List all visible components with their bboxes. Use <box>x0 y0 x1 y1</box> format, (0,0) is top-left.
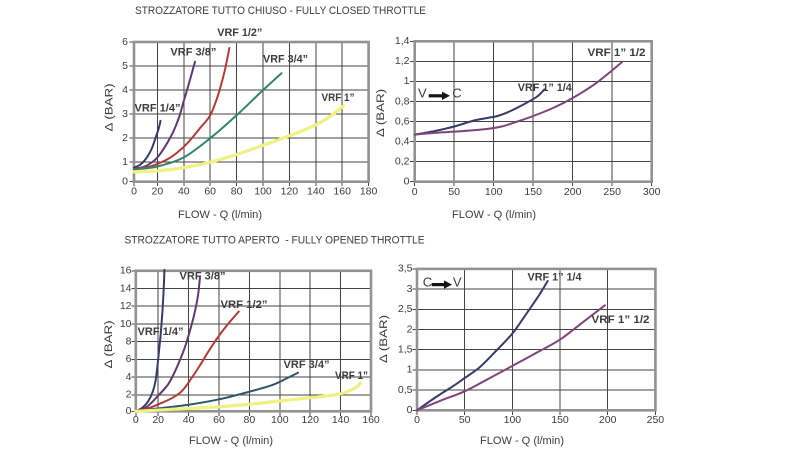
svg-text:10: 10 <box>120 318 132 330</box>
svg-text:FLOW - Q (l/min): FLOW - Q (l/min) <box>178 209 262 221</box>
svg-text:V: V <box>418 86 427 101</box>
svg-text:100: 100 <box>485 186 503 198</box>
svg-text:STROZZATORE TUTTO APERTO - FU: STROZZATORE TUTTO APERTO - FULLY OPENED … <box>125 234 425 246</box>
svg-text:200: 200 <box>599 414 617 426</box>
svg-text:6: 6 <box>122 36 128 48</box>
svg-text:80: 80 <box>231 185 243 197</box>
svg-text:12: 12 <box>120 300 132 312</box>
svg-text:VRF 1/2”: VRF 1/2” <box>217 27 262 39</box>
svg-text:FLOW - Q (l/min): FLOW - Q (l/min) <box>189 435 273 447</box>
svg-text:140: 140 <box>332 414 350 426</box>
svg-text:0,6: 0,6 <box>395 115 410 127</box>
svg-text:1,4: 1,4 <box>395 35 410 47</box>
svg-text:5: 5 <box>122 60 128 72</box>
svg-text:FLOW - Q (l/min): FLOW - Q (l/min) <box>452 209 536 221</box>
svg-text:150: 150 <box>524 186 542 198</box>
svg-text:0,8: 0,8 <box>395 95 410 107</box>
svg-text:0: 0 <box>122 175 128 187</box>
svg-text:VRF 1” 1/4: VRF 1” 1/4 <box>518 82 572 94</box>
svg-text:150: 150 <box>551 414 569 426</box>
svg-text:VRF 1” 1/2: VRF 1” 1/2 <box>592 314 650 326</box>
svg-text:20: 20 <box>152 185 164 197</box>
svg-text:160: 160 <box>362 414 380 426</box>
svg-text:0: 0 <box>131 185 137 197</box>
svg-text:Δ (BAR): Δ (BAR) <box>375 89 387 137</box>
svg-text:250: 250 <box>647 414 665 426</box>
svg-text:100: 100 <box>254 185 272 197</box>
svg-text:0: 0 <box>126 405 132 417</box>
svg-text:1: 1 <box>404 75 410 87</box>
svg-text:1,5: 1,5 <box>398 343 413 355</box>
svg-text:40: 40 <box>178 185 190 197</box>
svg-text:50: 50 <box>448 186 460 198</box>
svg-text:100: 100 <box>504 414 522 426</box>
svg-text:0,2: 0,2 <box>395 155 410 167</box>
svg-text:3: 3 <box>122 108 128 120</box>
svg-text:0: 0 <box>407 404 413 416</box>
svg-text:20: 20 <box>152 414 164 426</box>
svg-text:Δ (BAR): Δ (BAR) <box>378 315 390 363</box>
svg-text:40: 40 <box>183 414 195 426</box>
svg-text:6: 6 <box>126 353 132 365</box>
svg-text:VRF 1/2”: VRF 1/2” <box>221 299 268 311</box>
svg-text:0: 0 <box>414 414 420 426</box>
svg-text:2,5: 2,5 <box>398 303 413 315</box>
svg-text:0,4: 0,4 <box>395 135 410 147</box>
svg-text:60: 60 <box>213 414 225 426</box>
svg-text:VRF 1” 1/2: VRF 1” 1/2 <box>588 47 646 59</box>
svg-text:100: 100 <box>271 414 289 426</box>
svg-text:160: 160 <box>333 185 351 197</box>
svg-text:VRF 1”: VRF 1” <box>335 370 368 382</box>
svg-text:120: 120 <box>281 185 299 197</box>
svg-text:0,5: 0,5 <box>398 384 413 396</box>
svg-text:VRF 3/4”: VRF 3/4” <box>263 54 308 66</box>
svg-text:STROZZATORE TUTTO CHIUSO - FUL: STROZZATORE TUTTO CHIUSO - FULLY CLOSED … <box>135 5 426 17</box>
svg-text:V: V <box>453 274 462 289</box>
svg-text:VRF 1/4”: VRF 1/4” <box>138 326 184 338</box>
svg-text:3,5: 3,5 <box>398 263 413 275</box>
svg-text:140: 140 <box>307 185 325 197</box>
svg-text:4: 4 <box>122 84 128 96</box>
svg-text:VRF 3/8”: VRF 3/8” <box>180 270 226 282</box>
svg-text:50: 50 <box>459 414 471 426</box>
svg-text:2: 2 <box>122 132 128 144</box>
svg-text:16: 16 <box>120 265 132 277</box>
svg-text:Δ (BAR): Δ (BAR) <box>103 83 115 131</box>
svg-text:FLOW - Q (l/min): FLOW - Q (l/min) <box>480 435 564 447</box>
svg-text:8: 8 <box>126 335 132 347</box>
svg-text:120: 120 <box>301 414 319 426</box>
svg-text:VRF 3/8”: VRF 3/8” <box>170 47 216 59</box>
svg-text:VRF 1”: VRF 1” <box>322 92 355 104</box>
svg-text:14: 14 <box>120 282 132 294</box>
svg-text:80: 80 <box>244 414 256 426</box>
svg-text:2: 2 <box>126 389 132 401</box>
svg-text:1: 1 <box>122 156 128 168</box>
svg-text:1: 1 <box>407 364 413 376</box>
svg-text:180: 180 <box>360 185 378 197</box>
svg-text:3: 3 <box>407 283 413 295</box>
svg-text:0: 0 <box>133 414 139 426</box>
svg-text:300: 300 <box>643 186 661 198</box>
svg-text:200: 200 <box>564 186 582 198</box>
svg-text:60: 60 <box>204 185 216 197</box>
svg-text:VRF 3/4”: VRF 3/4” <box>284 359 330 371</box>
svg-text:2: 2 <box>407 323 413 335</box>
svg-text:VRF 1” 1/4: VRF 1” 1/4 <box>528 271 582 283</box>
svg-text:VRF 1/4”: VRF 1/4” <box>135 102 181 114</box>
svg-text:Δ (BAR): Δ (BAR) <box>103 320 115 368</box>
svg-text:0: 0 <box>412 186 418 198</box>
svg-text:250: 250 <box>603 186 621 198</box>
svg-text:4: 4 <box>126 371 132 383</box>
svg-text:C: C <box>423 275 432 290</box>
svg-text:0: 0 <box>404 175 410 187</box>
svg-text:C: C <box>452 85 461 100</box>
svg-text:1,2: 1,2 <box>395 55 410 67</box>
